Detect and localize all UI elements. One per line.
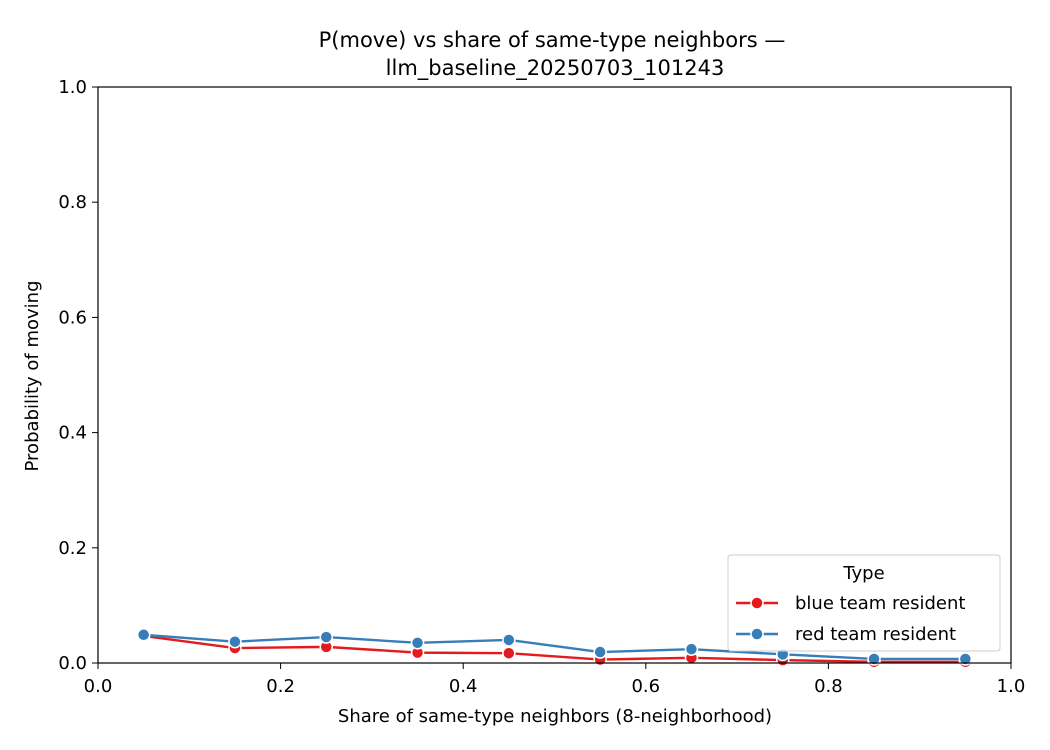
data-point [319,630,333,644]
data-point [502,633,516,647]
y-tick-label: 1.0 [58,77,87,98]
legend-box [727,554,1001,652]
legend-title: Type [842,563,884,584]
y-axis-label: Probability of moving [22,281,43,472]
legend-swatch-marker [750,627,764,641]
plot-frame [97,86,1012,664]
legend: Type blue team resident red team resident [727,554,1001,652]
data-point [958,652,973,666]
x-axis-ticks: 0.0 0.2 0.4 0.6 0.8 1.0 [84,663,1026,697]
x-tick-label: 1.0 [997,676,1026,697]
legend-label: red team resident [795,624,956,645]
data-point [136,628,151,642]
data-point [410,636,425,650]
data-point [867,652,881,666]
x-tick-label: 0.4 [449,676,478,697]
chart-title: P(move) vs share of same-type neighbors … [319,28,786,52]
data-point [502,646,516,660]
x-axis-label: Share of same-type neighbors (8-neighbor… [338,706,772,727]
y-tick-label: 0.2 [58,538,87,559]
legend-swatch-marker [750,596,764,610]
legend-label: blue team resident [795,593,965,614]
y-tick-label: 0.6 [58,307,87,328]
y-tick-label: 0.4 [58,423,87,444]
y-tick-label: 0.0 [58,653,87,674]
chart-subtitle: llm_baseline_20250703_101243 [386,56,725,81]
series-2 [136,628,973,666]
x-tick-label: 0.0 [84,676,113,697]
data-point [228,634,242,649]
legend-entry: blue team resident [736,593,965,614]
data-point [684,642,699,656]
x-tick-label: 0.8 [814,676,843,697]
y-tick-label: 0.8 [58,192,87,213]
x-tick-label: 0.2 [266,676,295,697]
series-layer [136,628,973,669]
series-line [143,634,966,664]
y-axis-ticks: 0.0 0.2 0.4 0.6 0.8 1.0 [58,77,98,674]
legend-entry: red team resident [736,624,956,645]
data-point [593,645,607,659]
x-tick-label: 0.6 [631,676,660,697]
series-line [143,633,966,661]
legend-entries: blue team resident red team resident [736,593,965,645]
